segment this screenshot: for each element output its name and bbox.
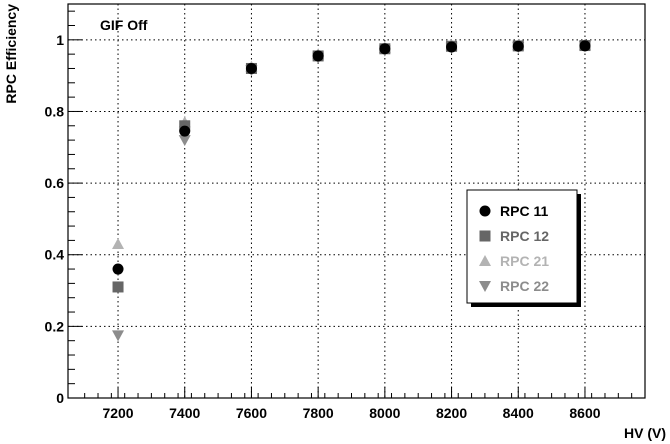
legend-label-rpc-21: RPC 21 [500,253,549,269]
legend-label-rpc-12: RPC 12 [500,228,549,244]
legend-label-rpc-11: RPC 11 [500,203,548,219]
legend-items: RPC 11 RPC 12 RPC 21 RPC 22 [479,203,549,294]
rpc-11-point [379,43,391,55]
y-tick-label: 0.6 [45,175,65,191]
rpc-22-point [112,330,125,342]
x-tick-label: 8200 [436,405,467,421]
y-tick-label: 0.8 [45,103,65,119]
legend-marker-rpc-12 [479,230,491,242]
x-tick-label: 7800 [303,405,334,421]
plot-frame [67,3,646,399]
y-tick-label: 0 [56,390,64,406]
rpc-11-point [112,263,124,275]
x-tick-label: 7200 [102,405,133,421]
data-points [112,38,591,342]
rpc-12-point [112,281,124,293]
x-tick-label: 8400 [503,405,534,421]
x-tick-labels: 7200 7400 7600 7800 8000 8200 8400 8600 [102,405,600,421]
x-tick-label: 8600 [569,405,600,421]
x-axis-title: HV (V) [624,425,666,441]
rpc-11-point [179,125,191,137]
y-tick-labels: 0 0.2 0.4 0.6 0.8 1 [45,32,65,406]
axis-ticks [68,10,633,399]
rpc-11-point [512,40,524,52]
x-tick-label: 7400 [169,405,200,421]
rpc-22-point [178,135,191,147]
x-tick-label: 8000 [369,405,400,421]
rpc-21-point [112,237,125,249]
legend-marker-rpc-21 [479,255,491,266]
legend: RPC 11 RPC 12 RPC 21 RPC 22 [466,189,581,307]
y-tick-label: 1 [56,32,64,48]
y-axis-title: RPC Efficiency [3,4,19,104]
legend-marker-rpc-22 [479,281,491,292]
rpc-11-point [245,62,257,74]
rpc-11-point [312,50,324,62]
rpc-11-point [446,41,458,53]
rpc-11-point [579,40,591,52]
y-tick-label: 0.2 [45,318,65,334]
legend-label-rpc-22: RPC 22 [500,278,549,294]
legend-marker-rpc-11 [479,205,491,217]
condition-label: GIF Off [100,17,148,33]
y-tick-label: 0.4 [45,247,65,263]
x-tick-label: 7600 [236,405,267,421]
